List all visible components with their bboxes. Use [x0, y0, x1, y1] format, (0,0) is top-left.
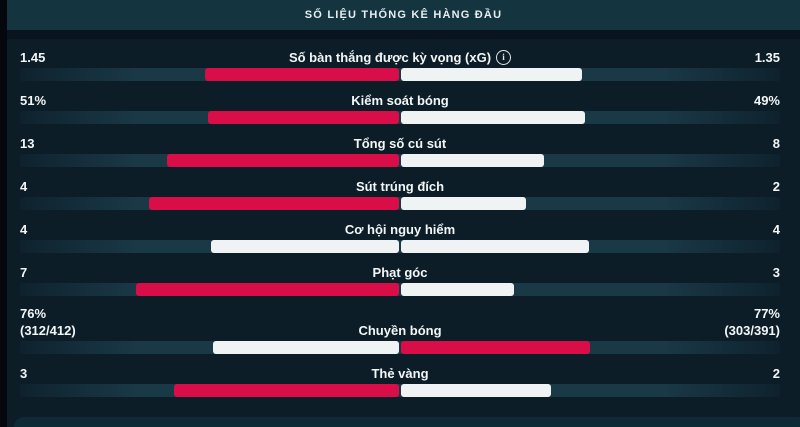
away-value: 8	[772, 136, 780, 151]
stat-row-xg: 1.45 Số bàn thắng được kỳ vọng (xG) i 1.…	[7, 47, 800, 81]
away-value: 2	[772, 179, 780, 194]
home-value: 13	[20, 136, 35, 151]
home-bar-segment	[211, 240, 399, 253]
away-value-block: 77% (303/391)	[442, 305, 780, 339]
stat-label-text: Số bàn thắng được kỳ vọng (xG)	[288, 50, 492, 65]
away-bar-segment	[401, 283, 514, 296]
away-value: 2	[772, 366, 780, 381]
home-value: 3	[20, 366, 28, 381]
stat-bar-track	[20, 341, 780, 354]
stats-content: SỐ LIỆU THỐNG KÊ HÀNG ĐẦU 1.45 Số bàn th…	[7, 0, 800, 427]
stat-bar-track	[20, 384, 780, 397]
left-edge-strip	[0, 0, 7, 427]
info-icon[interactable]: i	[496, 50, 512, 65]
stat-bar-track	[20, 154, 780, 167]
home-bar-segment	[205, 68, 399, 81]
away-value: 4	[772, 222, 780, 237]
away-bar-segment	[401, 154, 544, 167]
home-value-detail: (312/412)	[20, 323, 76, 338]
stat-row-total-shots: 13 Tổng số cú sút 8	[7, 133, 800, 167]
away-bar-segment	[401, 197, 526, 210]
away-bar-segment	[401, 341, 590, 354]
home-value: 76%	[20, 306, 47, 321]
stat-label: Chuyền bóng	[358, 323, 442, 338]
stat-label: Tổng số cú sút	[353, 136, 447, 151]
away-value: 77%	[753, 306, 780, 321]
stat-label: Phạt góc	[372, 265, 428, 280]
home-bar-segment	[136, 283, 399, 296]
stat-bar-track	[20, 68, 780, 81]
home-value: 4	[20, 222, 28, 237]
home-bar-segment	[213, 341, 399, 354]
home-value: 7	[20, 265, 28, 280]
home-value: 4	[20, 179, 28, 194]
away-bar-segment	[401, 384, 551, 397]
stat-row-possession: 51% Kiểm soát bóng 49%	[7, 90, 800, 124]
stat-row-corners: 7 Phạt góc 3	[7, 262, 800, 296]
stat-bar-track	[20, 240, 780, 253]
home-value: 51%	[20, 93, 47, 108]
stats-header-title: SỐ LIỆU THỐNG KÊ HÀNG ĐẦU	[304, 9, 503, 21]
stat-label: Kiểm soát bóng	[351, 93, 449, 108]
away-value: 3	[772, 265, 780, 280]
stat-bar-track	[20, 283, 780, 296]
home-bar-segment	[208, 111, 399, 124]
stat-bar-track	[20, 111, 780, 124]
home-bar-segment	[174, 384, 399, 397]
away-bar-segment	[401, 111, 585, 124]
stat-row-passes: 76% (312/412) Chuyền bóng 77% (303/391)	[7, 305, 800, 354]
away-value: 1.35	[754, 50, 780, 65]
stats-rows: 1.45 Số bàn thắng được kỳ vọng (xG) i 1.…	[7, 39, 800, 397]
away-bar-segment	[401, 68, 582, 81]
stat-label: Sút trúng đích	[355, 179, 445, 194]
away-value: 49%	[753, 93, 780, 108]
away-value-detail: (303/391)	[724, 323, 780, 338]
home-bar-segment	[149, 197, 399, 210]
away-bar-segment	[401, 240, 589, 253]
header-divider	[7, 30, 800, 39]
home-value: 1.45	[20, 50, 46, 65]
stat-row-shots-on-target: 4 Sút trúng đích 2	[7, 176, 800, 210]
home-bar-segment	[167, 154, 399, 167]
stat-label: Cơ hội nguy hiểm	[344, 222, 456, 237]
stat-row-yellow-cards: 3 Thẻ vàng 2	[7, 363, 800, 397]
home-value-block: 76% (312/412)	[20, 305, 358, 339]
stats-header: SỐ LIỆU THỐNG KÊ HÀNG ĐẦU	[7, 0, 800, 30]
stat-row-big-chances: 4 Cơ hội nguy hiểm 4	[7, 219, 800, 253]
stat-label: Số bàn thắng được kỳ vọng (xG) i	[288, 49, 512, 66]
stat-label: Thẻ vàng	[371, 366, 429, 381]
stat-bar-track	[20, 197, 780, 210]
next-section-card-top	[14, 417, 800, 427]
